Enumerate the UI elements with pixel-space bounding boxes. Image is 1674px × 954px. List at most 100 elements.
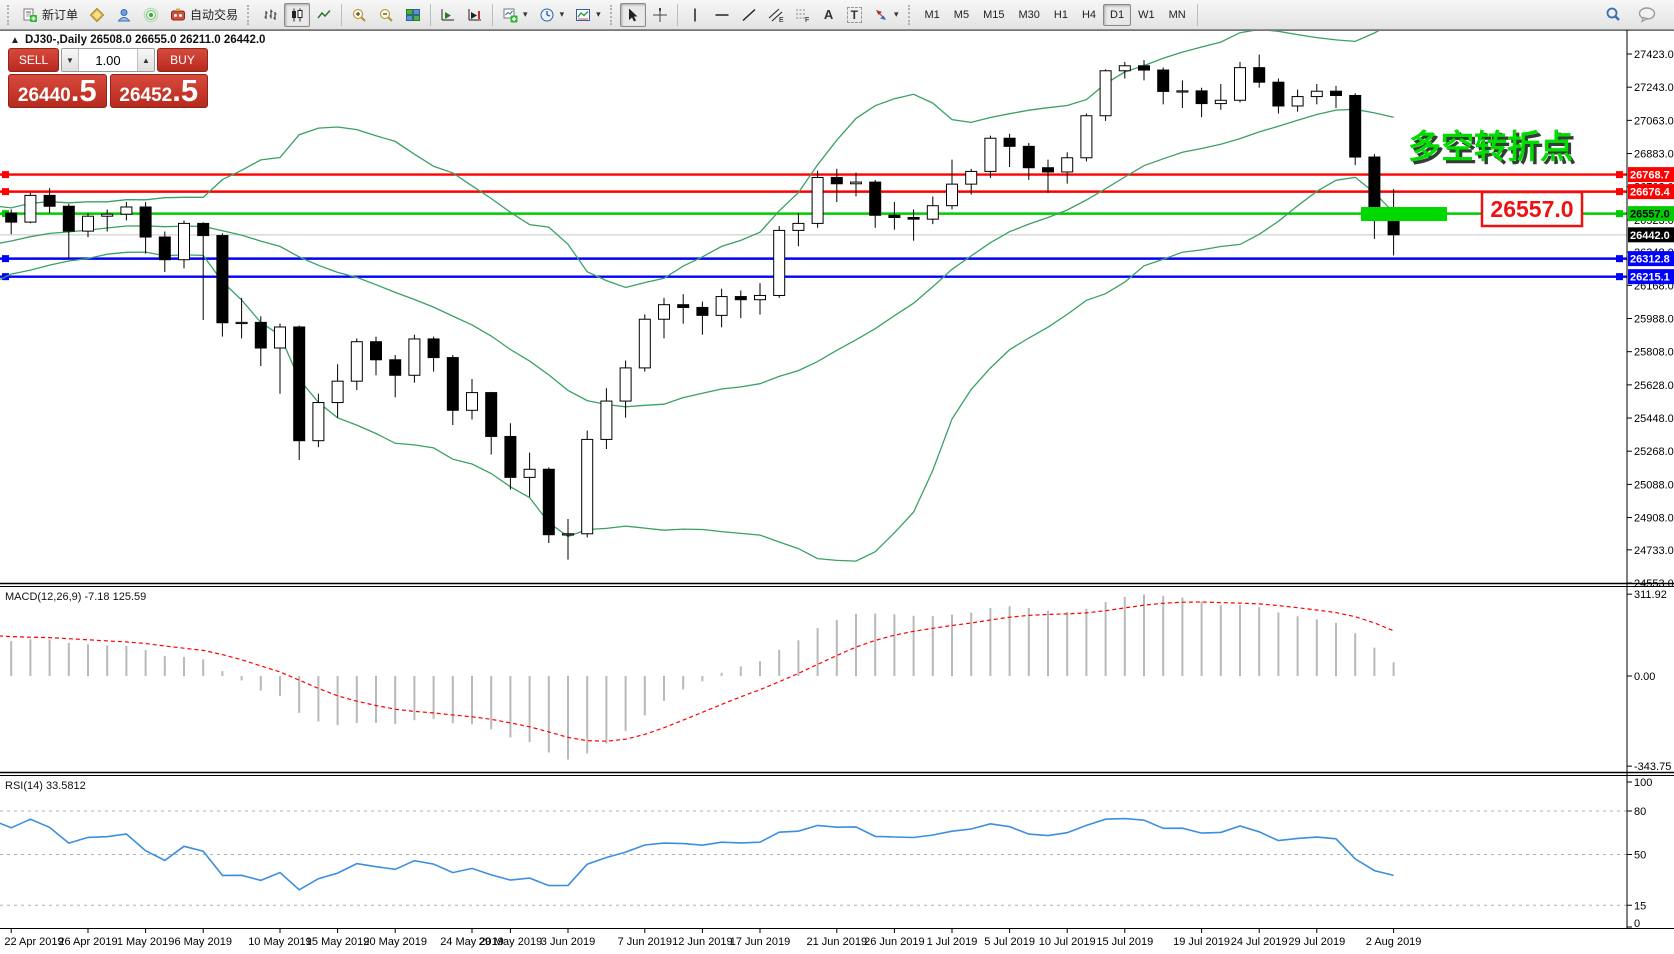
volume-decrease-button[interactable]: ▼ bbox=[62, 49, 79, 71]
date-tick-label: 29 May 2019 bbox=[479, 936, 543, 948]
templates-button[interactable]: ▾ bbox=[570, 3, 606, 27]
bollinger-upper bbox=[0, 31, 1380, 289]
candle-body bbox=[408, 338, 421, 376]
date-tick-label: 15 May 2019 bbox=[306, 936, 370, 948]
equidistant-channel-icon: E bbox=[768, 7, 784, 23]
toolbar: 新订单 自动交易 bbox=[0, 0, 1674, 30]
date-tick-label: 19 Jul 2019 bbox=[1173, 936, 1230, 948]
candle-body bbox=[734, 296, 747, 301]
timeframe-button-m15[interactable]: M15 bbox=[983, 8, 1005, 21]
level-price-box bbox=[1628, 269, 1674, 285]
buy-price-button[interactable]: 26452.5 bbox=[109, 74, 208, 108]
market-watch-button[interactable] bbox=[84, 3, 110, 27]
timeframe-button-m1[interactable]: M1 bbox=[924, 8, 940, 21]
candle-body bbox=[43, 194, 56, 207]
line-chart-button[interactable] bbox=[311, 3, 337, 27]
candlesticks bbox=[5, 54, 1400, 560]
fibonacci-tool-button[interactable]: F bbox=[790, 3, 816, 27]
candle-body bbox=[1022, 145, 1035, 169]
candle-body bbox=[811, 176, 824, 224]
macd-signal-line bbox=[0, 601, 1394, 742]
date-tick-label: 10 May 2019 bbox=[248, 936, 312, 948]
dropdown-arrow-icon: ▾ bbox=[596, 9, 601, 19]
tile-windows-button[interactable] bbox=[400, 3, 426, 27]
candle-body bbox=[24, 194, 37, 223]
candle-body bbox=[773, 229, 786, 296]
arrows-tool-button[interactable]: ▾ bbox=[868, 3, 904, 27]
candle-body bbox=[523, 468, 536, 478]
candle-body bbox=[1042, 167, 1054, 173]
channel-tool-button[interactable]: E bbox=[763, 3, 789, 27]
candlestick-chart-icon bbox=[289, 7, 305, 23]
candle-body bbox=[370, 341, 382, 361]
price-scale[interactable]: 27423.027243.027063.026883.026703.026523… bbox=[1627, 49, 1674, 930]
dropdown-arrow-icon: ▾ bbox=[523, 9, 528, 19]
chart-shift-button[interactable] bbox=[435, 3, 461, 27]
candle-body bbox=[907, 216, 920, 220]
date-tick-label: 2 Aug 2019 bbox=[1366, 936, 1422, 948]
timeframe-button-h1[interactable]: H1 bbox=[1053, 8, 1068, 21]
volume-increase-button[interactable]: ▲ bbox=[137, 49, 154, 71]
date-tick-label: 17 Jun 2019 bbox=[730, 936, 791, 948]
chat-button[interactable] bbox=[1633, 3, 1662, 27]
cursor-tool-button[interactable] bbox=[619, 2, 646, 27]
rsi-tick-label: 15 bbox=[1634, 900, 1646, 912]
price-tick-label: 27423.0 bbox=[1634, 49, 1674, 61]
text-icon: A bbox=[823, 7, 834, 22]
auto-scroll-button[interactable] bbox=[462, 3, 488, 27]
buy-button[interactable]: BUY bbox=[157, 48, 208, 72]
timeframe-button-m5[interactable]: M5 bbox=[953, 8, 970, 21]
sell-price-button[interactable]: 26440.5 bbox=[8, 74, 107, 108]
text-tool-button[interactable]: A bbox=[817, 3, 841, 27]
buy-price-main: 26452 bbox=[119, 85, 173, 106]
horizontal-line-icon bbox=[714, 7, 730, 23]
profile-button[interactable] bbox=[111, 3, 137, 27]
candle-body bbox=[562, 533, 574, 536]
toolbar-grip[interactable] bbox=[247, 4, 253, 25]
zoom-out-button[interactable] bbox=[373, 3, 399, 27]
trendline-tool-button[interactable] bbox=[736, 3, 762, 27]
sell-button[interactable]: SELL bbox=[8, 48, 59, 72]
candle-body bbox=[427, 338, 440, 359]
timeframe-button-m30[interactable]: M30 bbox=[1018, 8, 1040, 21]
horizontal-line-tool-button[interactable] bbox=[709, 3, 735, 27]
new-chart-button[interactable]: ▾ bbox=[497, 3, 533, 27]
toolbar-grip[interactable] bbox=[7, 4, 13, 25]
highlight-zone-rect[interactable] bbox=[1361, 207, 1447, 221]
price-tick-label: 25448.0 bbox=[1634, 413, 1674, 425]
timeframe-button-h4[interactable]: H4 bbox=[1081, 8, 1096, 21]
volume-value[interactable]: 1.00 bbox=[79, 49, 137, 71]
autotrade-button[interactable]: 自动交易 bbox=[165, 3, 243, 27]
timeframe-button-mn[interactable]: MN bbox=[1168, 8, 1186, 21]
candlestick-chart-button[interactable] bbox=[284, 2, 311, 27]
candle-body bbox=[466, 392, 478, 411]
periods-button[interactable]: ▾ bbox=[534, 3, 570, 27]
candle-body bbox=[293, 326, 306, 442]
candle-body bbox=[120, 206, 133, 215]
turning-point-text-shadow: 多空转折点 bbox=[1411, 131, 1576, 168]
bar-chart-button[interactable] bbox=[257, 3, 283, 27]
toolbar-grip[interactable] bbox=[609, 4, 616, 25]
search-button[interactable] bbox=[1599, 3, 1627, 27]
zoom-in-button[interactable] bbox=[346, 3, 372, 27]
timeframe-button-w1[interactable]: W1 bbox=[1138, 8, 1155, 21]
price-callout-box[interactable] bbox=[1480, 190, 1584, 228]
new-order-button[interactable]: 新订单 bbox=[17, 3, 83, 27]
market-watch-icon bbox=[89, 7, 105, 23]
sell-price-main: 26440 bbox=[17, 85, 71, 106]
crosshair-tool-button[interactable] bbox=[647, 3, 673, 27]
vertical-line-tool-button[interactable] bbox=[682, 3, 708, 27]
turning-point-text[interactable]: 多空转折点 bbox=[1408, 128, 1573, 165]
arrows-icon bbox=[873, 7, 889, 23]
timeframe-button-d1[interactable]: D1 bbox=[1103, 3, 1132, 26]
signal-button[interactable] bbox=[138, 3, 164, 27]
text-label-tool-button[interactable]: T bbox=[842, 3, 867, 27]
collapse-arrow-icon[interactable]: ▲ bbox=[10, 35, 20, 46]
candle-body bbox=[62, 205, 75, 232]
toolbar-grip[interactable] bbox=[907, 4, 914, 25]
price-tick-label: 25808.0 bbox=[1634, 347, 1674, 359]
current-price-label: 26442.0 bbox=[1630, 230, 1670, 242]
